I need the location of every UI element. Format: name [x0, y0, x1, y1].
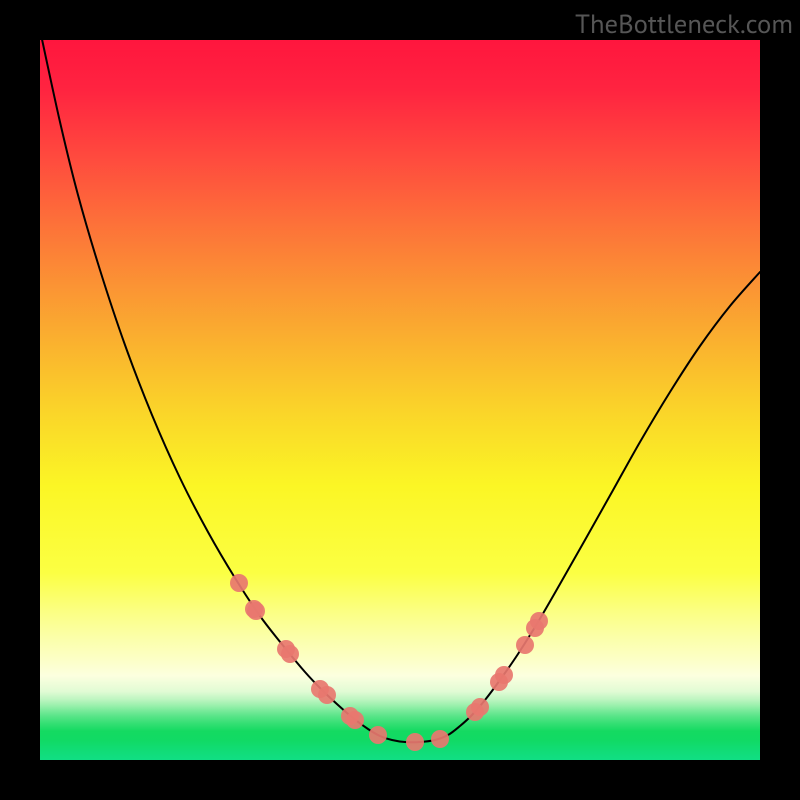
plot-gradient-bg	[40, 40, 760, 760]
curve-marker	[230, 574, 248, 592]
frame-right	[760, 0, 800, 800]
bottleneck-plot	[0, 0, 800, 800]
frame-bottom	[0, 760, 800, 800]
curve-marker	[281, 645, 299, 663]
curve-marker	[516, 636, 534, 654]
curve-marker	[406, 733, 424, 751]
curve-marker	[431, 730, 449, 748]
frame-left	[0, 0, 40, 800]
curve-marker	[369, 726, 387, 744]
curve-marker	[346, 711, 364, 729]
curve-marker	[530, 612, 548, 630]
curve-marker	[471, 698, 489, 716]
curve-marker	[247, 602, 265, 620]
curve-marker	[318, 686, 336, 704]
attribution-text: TheBottleneck.com	[575, 7, 793, 41]
curve-marker	[495, 666, 513, 684]
